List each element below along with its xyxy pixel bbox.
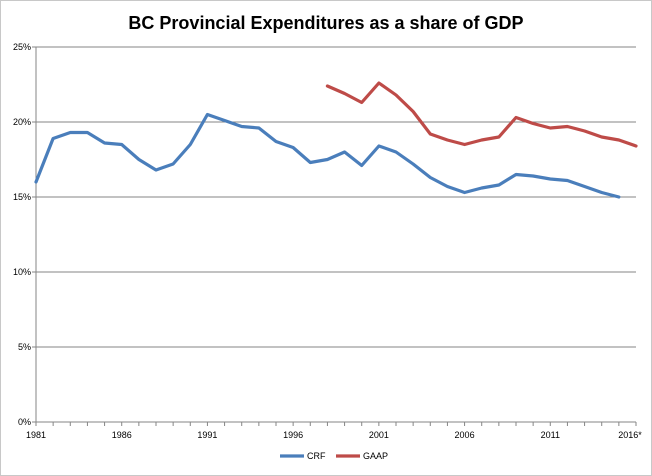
x-tick-label: 1996: [283, 430, 303, 440]
x-tick-label: 1981: [26, 430, 46, 440]
y-tick-label: 0%: [18, 417, 31, 427]
y-tick-label: 10%: [13, 267, 31, 277]
legend-label-crf: CRF: [307, 451, 326, 461]
axes: [32, 46, 637, 426]
gridlines: [36, 46, 636, 348]
legend: CRF GAAP: [280, 451, 388, 461]
x-tick-label: 2001: [369, 430, 389, 440]
series-lines: [34, 81, 638, 199]
chart-title: BC Provincial Expenditures as a share of…: [128, 13, 523, 33]
x-tick-label: 1991: [197, 430, 217, 440]
x-tick-label: 2016*: [618, 430, 642, 440]
series-line-crf: [34, 112, 621, 199]
x-tick-label: 2011: [541, 430, 560, 440]
x-tick-label: 2006: [455, 430, 475, 440]
y-tick-label: 15%: [13, 192, 31, 202]
legend-label-gaap: GAAP: [363, 451, 388, 461]
series-line-gaap: [325, 81, 638, 148]
y-tick-label: 5%: [18, 342, 31, 352]
x-tick-label: 1986: [112, 430, 132, 440]
y-axis-tick-labels: 0% 5% 10% 15% 20% 25%: [13, 42, 31, 427]
y-tick-label: 25%: [13, 42, 31, 52]
y-tick-label: 20%: [13, 117, 31, 127]
x-axis-tick-labels: 1981 1986 1991 1996 2001 2006 2011 2016*: [26, 430, 642, 440]
